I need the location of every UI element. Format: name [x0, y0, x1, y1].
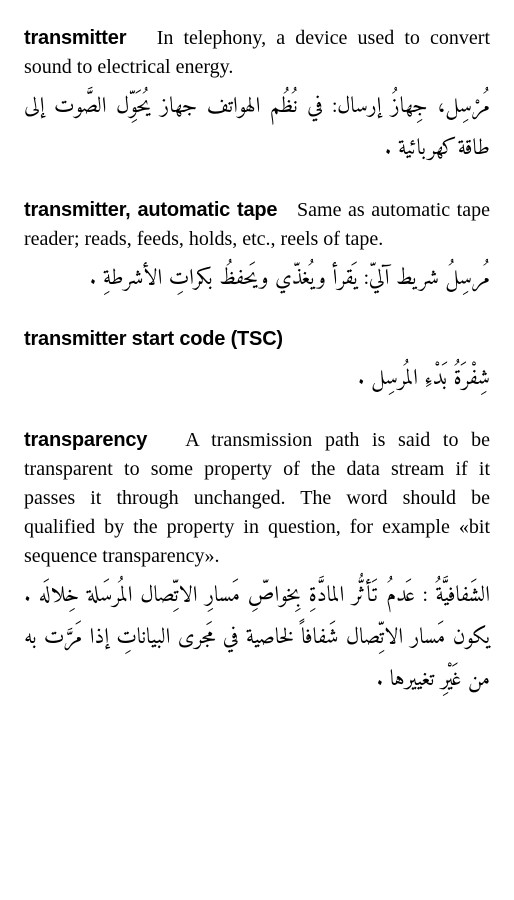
arabic-definition: شِفْرَةُ بَدْءِ المُرسِل .: [24, 358, 490, 400]
english-block: transmitter start code (TSC): [24, 325, 490, 354]
dict-entry: transmitter start code (TSC) شِفْرَةُ بَ…: [24, 325, 490, 400]
arabic-definition: الشَفافيَّةُ : عَدمُ تَأثُّر المادَّةِ ب…: [24, 575, 490, 700]
english-block: transmitter In telephony, a device used …: [24, 24, 490, 82]
dict-entry: transmitter, automatic tape Same as auto…: [24, 196, 490, 300]
term: transmitter start code (TSC): [24, 328, 283, 350]
arabic-definition: مُرسِلُ شريط آليّ: يَقرأ ويُغذّي ويَحفظُ…: [24, 258, 490, 300]
dict-entry: transparency A transmission path is said…: [24, 426, 490, 700]
english-block: transmitter, automatic tape Same as auto…: [24, 196, 490, 254]
arabic-definition: مُرْسِل، جِهازُ إرسال: في نُظُم الهواتف …: [24, 86, 490, 170]
term: transparency: [24, 429, 147, 451]
dict-entry: transmitter In telephony, a device used …: [24, 24, 490, 170]
term: transmitter, automatic tape: [24, 199, 277, 221]
term: transmitter: [24, 27, 126, 49]
english-block: transparency A transmission path is said…: [24, 426, 490, 571]
